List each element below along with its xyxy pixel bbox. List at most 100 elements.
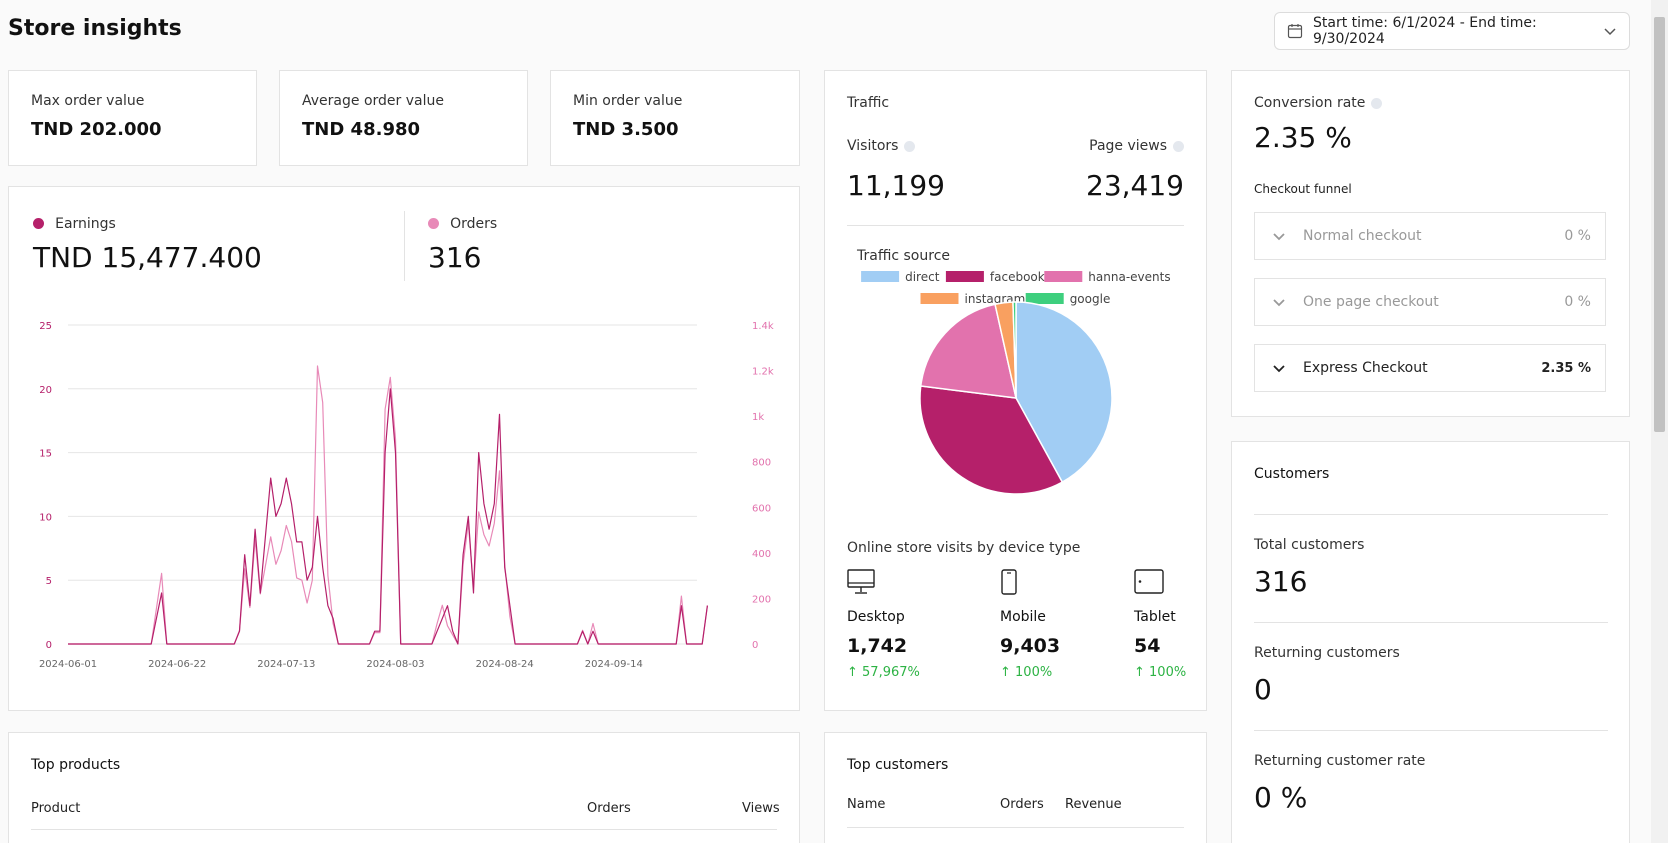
- y-right-tick-label: 1.2k: [752, 367, 774, 378]
- divider: [1254, 622, 1608, 623]
- divider: [404, 211, 405, 281]
- tablet-icon: [1134, 569, 1164, 594]
- legend-label-google[interactable]: google: [1070, 292, 1111, 306]
- customers-card: Customers Total customers 316 Returning …: [1231, 441, 1630, 843]
- column-header-views[interactable]: Views: [742, 801, 780, 816]
- page-scrollbar[interactable]: [1651, 0, 1668, 843]
- legend-swatch-google: [1025, 293, 1064, 304]
- scrollbar-thumb[interactable]: [1654, 17, 1665, 432]
- x-tick-label: 2024-06-22: [148, 659, 206, 670]
- legend-swatch-direct: [861, 271, 900, 282]
- total-customers-value: 316: [1254, 565, 1308, 598]
- divider: [847, 827, 1184, 828]
- date-range-text: Start time: 6/1/2024 - End time: 9/30/20…: [1313, 15, 1537, 47]
- top-products-card: Top products Product Orders Views: [8, 732, 800, 843]
- kpi-min-order: Min order value TND 3.500: [550, 70, 800, 166]
- info-icon[interactable]: [1371, 97, 1383, 109]
- legend-label-hanna-events[interactable]: hanna-events: [1088, 270, 1170, 284]
- y-left-tick-label: 20: [39, 385, 52, 396]
- column-header-orders[interactable]: Orders: [587, 801, 631, 816]
- legend-swatch-instagram: [920, 293, 959, 304]
- y-right-tick-label: 600: [752, 503, 771, 514]
- funnel-normal-checkout[interactable]: Normal checkout 0 %: [1254, 212, 1606, 260]
- traffic-card: Traffic Visitors 11,199 Page views 23,41…: [824, 70, 1207, 711]
- pie-slice-google[interactable]: [1012, 301, 1017, 399]
- y-right-tick-label: 1.4k: [752, 321, 774, 332]
- earnings-label: Earnings: [55, 216, 116, 232]
- total-customers-label: Total customers: [1254, 537, 1365, 553]
- y-left-tick-label: 15: [39, 449, 52, 460]
- divider: [847, 225, 1184, 226]
- returning-customers-label: Returning customers: [1254, 645, 1400, 661]
- funnel-value: 0 %: [1564, 228, 1591, 244]
- checkout-funnel-title: Checkout funnel: [1254, 182, 1352, 196]
- x-tick-label: 2024-08-03: [366, 659, 424, 670]
- customers-title: Customers: [1254, 466, 1330, 482]
- column-header-product[interactable]: Product: [31, 801, 81, 816]
- y-left-tick-label: 0: [46, 640, 52, 651]
- legend-label-direct[interactable]: direct: [905, 270, 940, 284]
- device-change-text: 100%: [1015, 665, 1053, 680]
- x-tick-label: 2024-09-14: [585, 659, 643, 670]
- device-value: 1,742: [847, 635, 908, 657]
- y-left-tick-label: 5: [46, 576, 52, 587]
- kpi-value: TND 202.000: [31, 119, 162, 140]
- returning-rate-value: 0 %: [1254, 781, 1308, 814]
- funnel-value: 0 %: [1564, 294, 1591, 310]
- column-header-orders[interactable]: Orders: [1000, 797, 1044, 812]
- x-tick-label: 2024-08-24: [476, 659, 534, 670]
- column-header-name[interactable]: Name: [847, 797, 886, 812]
- kpi-label: Max order value: [31, 93, 145, 109]
- pie-slice-hanna-events[interactable]: [919, 303, 1017, 399]
- device-name: Mobile: [1000, 609, 1046, 625]
- divider: [31, 829, 777, 830]
- funnel-one-page-checkout[interactable]: One page checkout 0 %: [1254, 278, 1606, 326]
- kpi-label: Average order value: [302, 93, 444, 109]
- legend-label-facebook[interactable]: facebook: [990, 270, 1045, 284]
- column-header-revenue[interactable]: Revenue: [1065, 797, 1122, 812]
- kpi-value: TND 3.500: [573, 119, 679, 140]
- device-change: ↑ 57,967%: [847, 665, 920, 680]
- pie-slice-facebook[interactable]: [919, 385, 1064, 495]
- y-left-tick-label: 25: [39, 321, 52, 332]
- divider: [1254, 730, 1608, 731]
- kpi-max-order: Max order value TND 202.000: [8, 70, 257, 166]
- y-right-tick-label: 800: [752, 458, 771, 469]
- y-right-tick-label: 1k: [752, 412, 764, 423]
- orders-label: Orders: [450, 216, 498, 232]
- mobile-icon: [1001, 569, 1017, 595]
- device-change: ↑ 100%: [1000, 665, 1053, 680]
- date-range-picker[interactable]: Start time: 6/1/2024 - End time: 9/30/20…: [1274, 12, 1630, 50]
- info-icon[interactable]: [904, 140, 916, 152]
- device-title: Online store visits by device type: [847, 540, 1081, 556]
- visitors-label-text: Visitors: [847, 138, 899, 154]
- info-icon[interactable]: [1173, 140, 1184, 152]
- device-change-text: 100%: [1149, 665, 1187, 680]
- device-tablet: Tablet 54 ↑ 100%: [1134, 569, 1186, 680]
- chevron-down-icon: [1273, 299, 1285, 307]
- y-right-tick-label: 200: [752, 594, 771, 605]
- conversion-card: Conversion rate 2.35 % Checkout funnel N…: [1231, 70, 1630, 417]
- series-line-earnings: [68, 388, 708, 645]
- funnel-name: Express Checkout: [1303, 360, 1428, 376]
- device-value: 9,403: [1000, 635, 1061, 657]
- conversion-title-text: Conversion rate: [1254, 95, 1366, 111]
- visitors-label: Visitors: [847, 138, 916, 154]
- funnel-name: Normal checkout: [1303, 228, 1422, 244]
- kpi-average-order: Average order value TND 48.980: [279, 70, 528, 166]
- divider: [1254, 514, 1608, 515]
- funnel-express-checkout[interactable]: Express Checkout 2.35 %: [1254, 344, 1606, 392]
- traffic-title: Traffic: [847, 95, 890, 111]
- orders-value: 316: [428, 241, 482, 274]
- calendar-icon: [1287, 24, 1303, 39]
- y-right-tick-label: 0: [752, 640, 758, 651]
- conversion-value: 2.35 %: [1254, 121, 1352, 154]
- earnings-card: Earnings TND 15,477.400 Orders 316 0 5 10 1…: [8, 186, 800, 711]
- pie-slice-direct[interactable]: [1015, 301, 1113, 484]
- earnings-value: TND 15,477.400: [33, 241, 262, 274]
- device-name: Desktop: [847, 609, 905, 625]
- top-customers-card: Top customers Name Orders Revenue: [824, 732, 1207, 843]
- page-views-label-text: Page views: [1089, 138, 1167, 154]
- device-change: ↑ 100%: [1134, 665, 1187, 680]
